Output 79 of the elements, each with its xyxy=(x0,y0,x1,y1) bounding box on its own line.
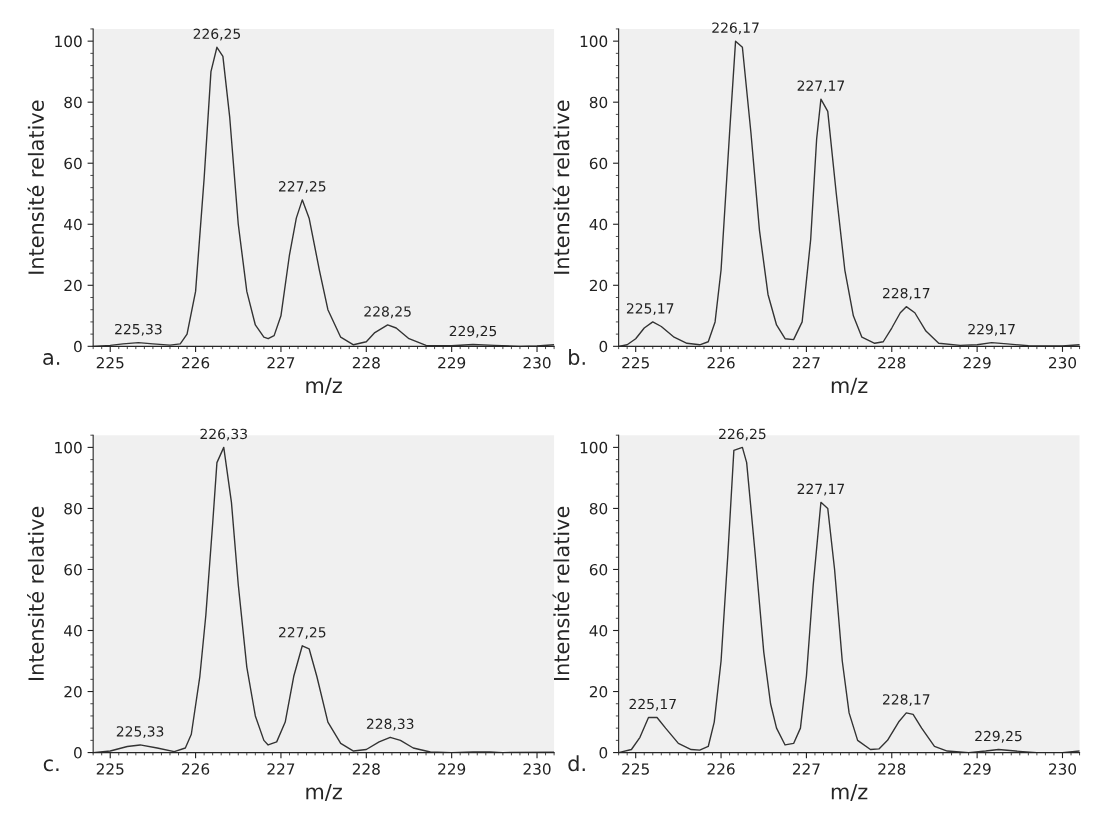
text: a. xyxy=(43,353,60,366)
x-tick-label: 228 xyxy=(352,763,380,775)
x-tick-label: 229 xyxy=(963,357,991,369)
y-tick-label: 20 xyxy=(589,279,608,292)
x-tick-label: 225 xyxy=(96,763,124,775)
x-tick-label: 227 xyxy=(267,357,295,369)
annotation: 228,17 xyxy=(883,694,930,707)
annotation: 227,17 xyxy=(797,483,845,496)
x-tick-label: 225 xyxy=(622,763,649,775)
x-tick-label: 228 xyxy=(878,357,906,369)
annotation: 228,33 xyxy=(366,718,414,731)
annotation: 227,25 xyxy=(279,627,326,639)
annotation: 227,17 xyxy=(797,80,845,93)
y-tick-label: 0 xyxy=(74,747,82,759)
annotation: 225,33 xyxy=(115,323,162,336)
annotation: 228,17 xyxy=(883,287,930,300)
annotation: 225,17 xyxy=(626,303,674,316)
y-tick-label: 40 xyxy=(64,624,82,637)
y-axis-title: Intensité relative xyxy=(27,506,44,681)
x-tick-label: 230 xyxy=(1049,763,1077,775)
y-tick-label: 60 xyxy=(64,157,82,170)
x-tick-label: 228 xyxy=(352,357,380,369)
y-tick-label: 80 xyxy=(64,502,82,515)
y-tick-label: 0 xyxy=(599,340,608,353)
x-tick-label: 227 xyxy=(792,763,820,775)
y-axis-title: Intensité relative xyxy=(27,100,44,274)
y-tick-label: 20 xyxy=(64,686,82,698)
x-tick-label: 228 xyxy=(878,763,906,775)
x-axis-title: m/z xyxy=(306,377,342,395)
text: b. xyxy=(569,348,585,366)
y-tick-label: 20 xyxy=(64,279,82,292)
annotation: 229,17 xyxy=(968,323,1015,336)
y-tick-label: 60 xyxy=(589,563,608,576)
annotation: 225,17 xyxy=(629,698,676,711)
text: c. xyxy=(43,759,59,772)
annotation: 226,25 xyxy=(719,428,766,441)
x-tick-label: 227 xyxy=(267,763,295,775)
y-tick-label: 20 xyxy=(589,686,608,698)
x-tick-label: 226 xyxy=(707,763,735,775)
x-tick-label: 230 xyxy=(523,357,551,369)
annotation: 225,33 xyxy=(116,726,164,739)
y-tick-label: 40 xyxy=(589,218,608,231)
x-tick-label: 225 xyxy=(622,357,649,369)
y-tick-label: 40 xyxy=(64,218,82,231)
x-tick-label: 226 xyxy=(707,357,735,369)
y-tick-label: 100 xyxy=(580,35,608,48)
y-tick-label: 100 xyxy=(55,441,82,454)
x-tick-label: 229 xyxy=(438,357,466,369)
annotation: 228,25 xyxy=(364,306,411,319)
y-tick-label: 100 xyxy=(580,441,608,454)
x-tick-label: 226 xyxy=(182,763,210,775)
annotation: 229,25 xyxy=(975,730,1022,743)
y-tick-label: 80 xyxy=(589,96,608,109)
y-tick-label: 100 xyxy=(55,35,82,48)
x-axis-title: m/z xyxy=(831,377,868,395)
x-tick-label: 229 xyxy=(438,763,466,775)
y-axis-title: Intensité relative xyxy=(552,100,570,274)
x-tick-label: 227 xyxy=(792,357,820,369)
x-tick-label: 230 xyxy=(1049,357,1077,369)
annotation: 226,17 xyxy=(712,22,759,35)
y-tick-label: 0 xyxy=(74,340,82,353)
x-tick-label: 230 xyxy=(523,763,551,775)
y-tick-label: 80 xyxy=(64,96,82,109)
y-tick-label: 60 xyxy=(64,563,82,576)
x-tick-label: 226 xyxy=(182,357,210,369)
x-axis-title: m/z xyxy=(306,783,342,802)
annotation: 226,33 xyxy=(200,428,247,441)
x-tick-label: 225 xyxy=(96,357,124,369)
annotation: 229,25 xyxy=(449,325,497,338)
annotation: 227,25 xyxy=(279,181,326,194)
x-tick-label: 229 xyxy=(963,763,991,775)
x-axis-title: m/z xyxy=(831,783,868,802)
annotation: 226,25 xyxy=(193,28,241,41)
y-tick-label: 60 xyxy=(589,157,608,170)
text: d. xyxy=(568,755,585,772)
y-tick-label: 40 xyxy=(589,624,608,637)
y-tick-label: 0 xyxy=(599,747,608,759)
y-tick-label: 80 xyxy=(589,502,608,515)
y-axis-title: Intensité relative xyxy=(552,506,570,681)
